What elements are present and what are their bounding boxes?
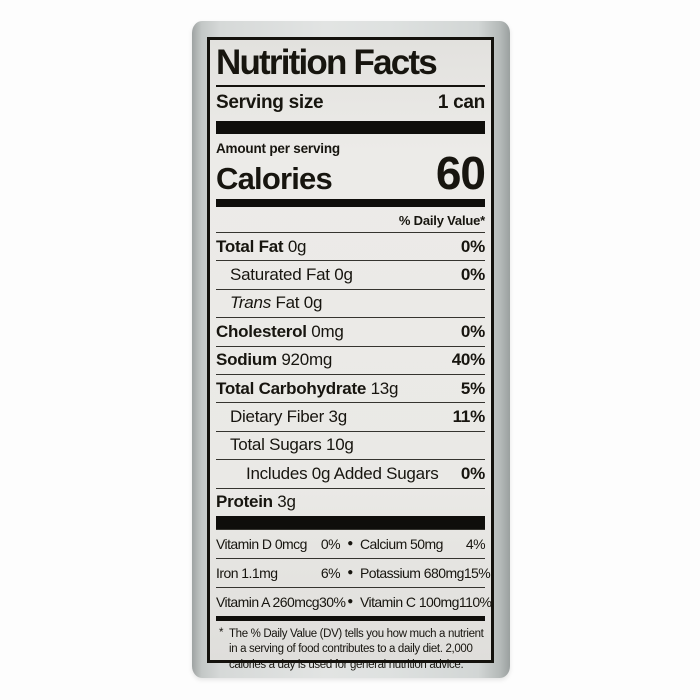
serving-size-value: 1 can (437, 92, 485, 113)
calories-value: 60 (435, 147, 486, 199)
serving-size-label: Serving size (216, 92, 324, 113)
thick-separator (216, 121, 485, 134)
micronutrient-row-iron-potassium: Iron 1.1mg 6% ● Potassium 680mg 15% (216, 557, 491, 587)
micronutrient-row-vitd-calcium: Vitamin D 0mcg 0% ● Calcium 50mg 4% (216, 528, 486, 558)
nutrient-row-added-sugars: Includes 0g Added Sugars 0% (216, 459, 485, 487)
nutrient-name-amount: Trans Fat 0g (230, 293, 323, 313)
nutrient-name-amount: Total Carbohydrate 13g (216, 378, 399, 398)
nutrient-row-saturated-fat: Saturated Fat 0g 0% (216, 260, 485, 288)
nutrient-dv: 0% (460, 321, 485, 341)
nutrition-facts-panel: Nutrition Facts Serving size 1 can Amoun… (207, 37, 494, 671)
nutrient-name-amount: Cholesterol 0mg (216, 321, 344, 341)
nutrient-dv: 5% (460, 378, 485, 398)
micronutrient-row-vita-vitc: Vitamin A 260mcg 30% ● Vitamin C 100mg 110… (216, 586, 492, 616)
nutrient-row-total-sugars: Total Sugars 10g (216, 430, 485, 459)
footnote-line: The % Daily Value (DV) tells you how muc… (229, 627, 484, 640)
micronutrient-left: Vitamin A 260mcg 30% (216, 593, 346, 610)
bullet-icon: ● (347, 595, 353, 607)
nutrient-row-total-carbohydrate: Total Carbohydrate 13g 5% (216, 373, 485, 402)
nutrient-dv: 0% (460, 236, 485, 256)
nutrient-row-total-fat: Total Fat 0g 0% (216, 232, 485, 260)
panel-title: Nutrition Facts (216, 42, 485, 87)
serving-size-row: Serving size 1 can (216, 87, 485, 121)
micronutrient-right: Calcium 50mg 4% (360, 535, 486, 552)
medium-separator (216, 199, 485, 207)
calories-row: Calories 60 (216, 147, 486, 199)
micronutrient-right: Vitamin C 100mg 110% (360, 593, 492, 610)
footnote-line: in a serving of food contributes to a da… (229, 643, 473, 656)
nutrient-name-amount: Saturated Fat 0g (230, 265, 353, 285)
calories-label: Calories (216, 161, 333, 196)
bullet-icon: ● (347, 566, 353, 578)
micronutrient-right: Potassium 680mg 15% (360, 564, 491, 581)
nutrient-row-cholesterol: Cholesterol 0mg 0% (216, 317, 485, 345)
bullet-icon: ● (347, 537, 353, 549)
nutrient-row-sodium: Sodium 920mg 40% (216, 345, 486, 374)
daily-value-header: % Daily Value* (398, 213, 485, 228)
nutrient-dv: 40% (451, 350, 486, 370)
footnote: * The % Daily Value (DV) tells you how m… (216, 621, 485, 674)
can-surface: Nutrition Facts Serving size 1 can Amoun… (192, 21, 510, 678)
nutrient-name-amount: Total Fat 0g (216, 236, 307, 256)
micronutrient-left: Vitamin D 0mcg 0% (216, 535, 341, 552)
nutrient-name-amount: Dietary Fiber 3g (230, 407, 347, 427)
thin-separator (216, 615, 485, 621)
nutrient-row-trans-fat: Trans Fat 0g (216, 288, 485, 317)
nutrient-name-amount: Sodium 920mg (216, 350, 333, 370)
footnote-asterisk: * (219, 626, 224, 639)
nutrient-dv: 0% (460, 463, 485, 483)
nutrient-name-amount: Total Sugars 10g (230, 435, 354, 455)
nutrient-dv: 0% (460, 265, 485, 285)
thick-separator (216, 515, 485, 529)
nutrient-row-dietary-fiber: Dietary Fiber 3g 11% (216, 402, 485, 430)
nutrient-name-amount: Protein 3g (216, 492, 296, 512)
nutrient-row-protein: Protein 3g (216, 487, 485, 516)
nutrient-dv: 11% (452, 407, 486, 427)
amount-per-serving-label: Amount per serving (216, 141, 340, 156)
micronutrient-left: Iron 1.1mg 6% (216, 564, 341, 581)
footnote-line: calories a day is used for general nutri… (229, 658, 464, 671)
nutrient-name-amount: Includes 0g Added Sugars (246, 463, 439, 483)
